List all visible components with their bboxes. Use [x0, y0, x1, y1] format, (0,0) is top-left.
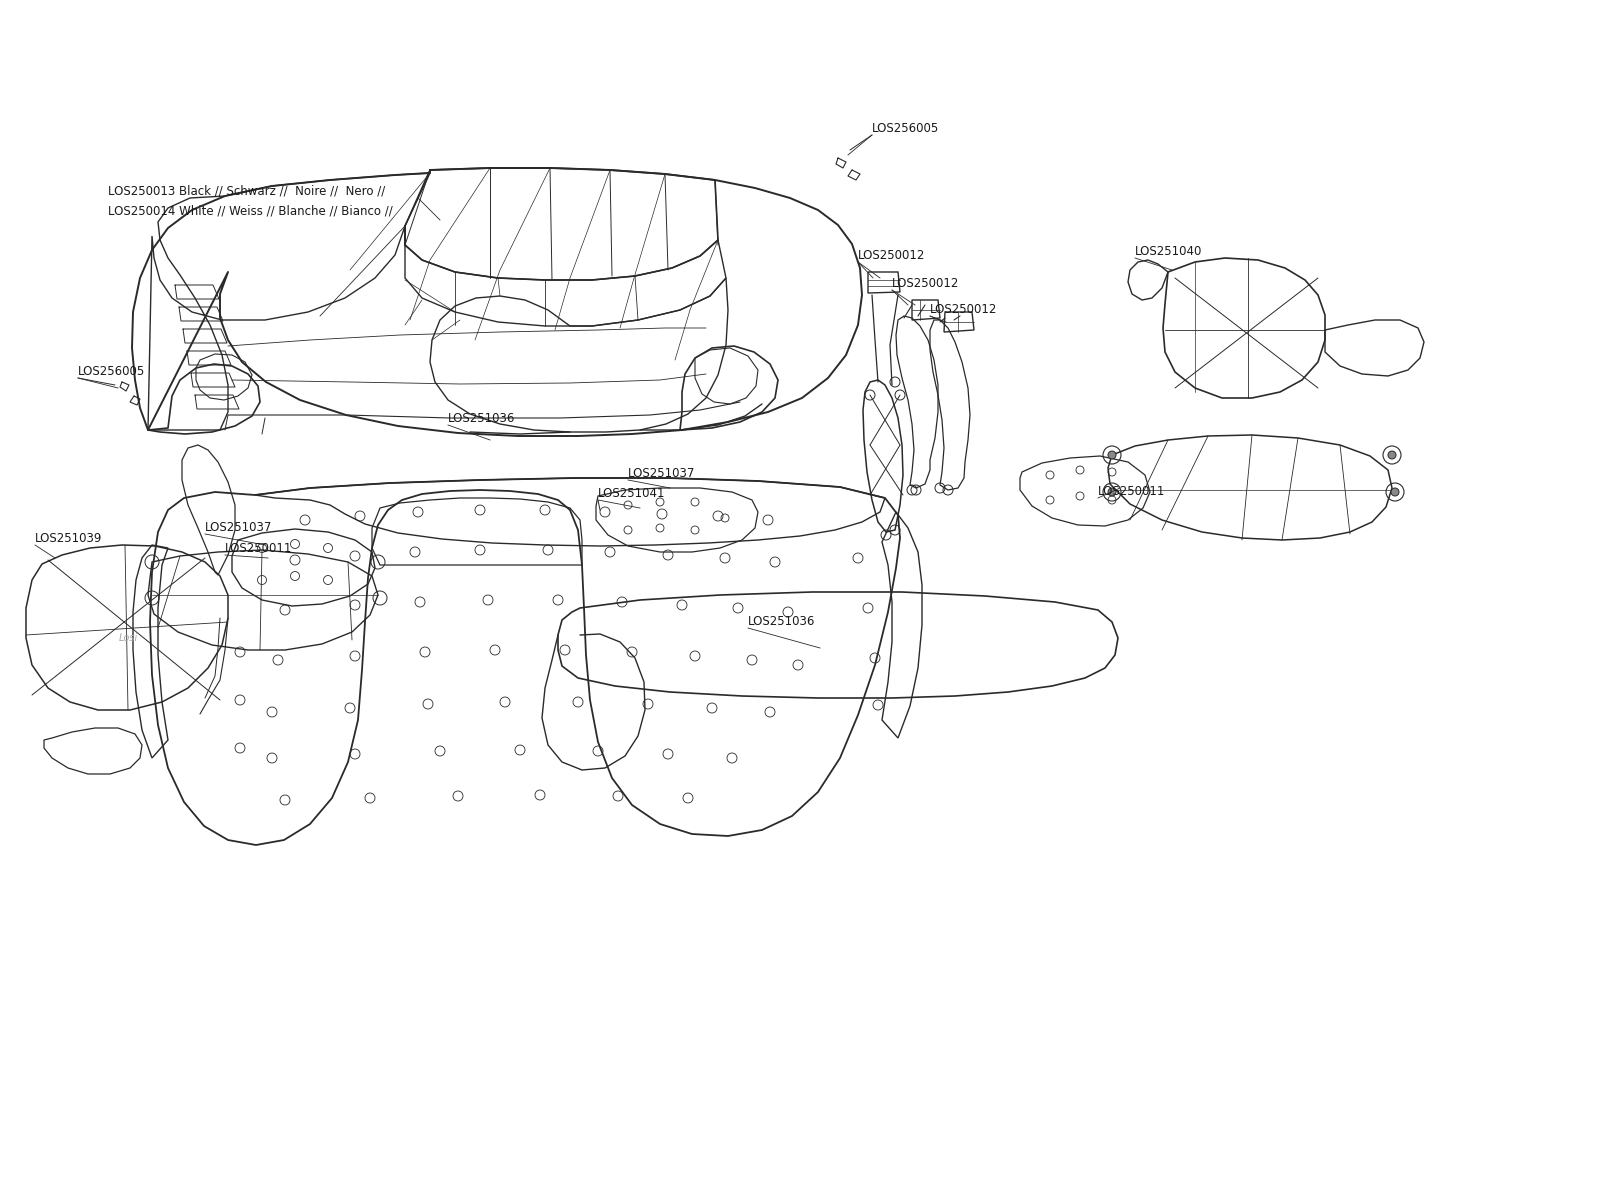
Text: LOS250011: LOS250011	[226, 542, 293, 554]
Text: LOS256005: LOS256005	[78, 365, 146, 378]
Text: LOS250011: LOS250011	[1098, 485, 1165, 498]
Text: LOS251037: LOS251037	[205, 521, 272, 534]
Text: LOS251039: LOS251039	[35, 532, 102, 545]
Text: LOS251037: LOS251037	[627, 467, 696, 480]
Text: LOS250014 White // Weiss // Blanche // Bianco //: LOS250014 White // Weiss // Blanche // B…	[109, 205, 392, 218]
Circle shape	[1390, 488, 1398, 496]
Text: LOS251040: LOS251040	[1134, 245, 1202, 258]
Text: LOS250013 Black // Schwarz //  Noire //  Nero //: LOS250013 Black // Schwarz // Noire // N…	[109, 185, 386, 198]
Text: LOS250012: LOS250012	[858, 248, 925, 262]
Circle shape	[1107, 451, 1117, 458]
Circle shape	[1107, 488, 1117, 496]
Text: LOS251036: LOS251036	[448, 412, 515, 425]
Text: LOS256005: LOS256005	[872, 122, 939, 134]
Text: LOS251041: LOS251041	[598, 487, 666, 500]
Text: Losi: Losi	[118, 634, 138, 643]
Text: LOS251036: LOS251036	[749, 614, 816, 628]
Text: LOS250012: LOS250012	[930, 302, 997, 316]
Circle shape	[1389, 451, 1395, 458]
Text: LOS250012: LOS250012	[893, 277, 960, 290]
